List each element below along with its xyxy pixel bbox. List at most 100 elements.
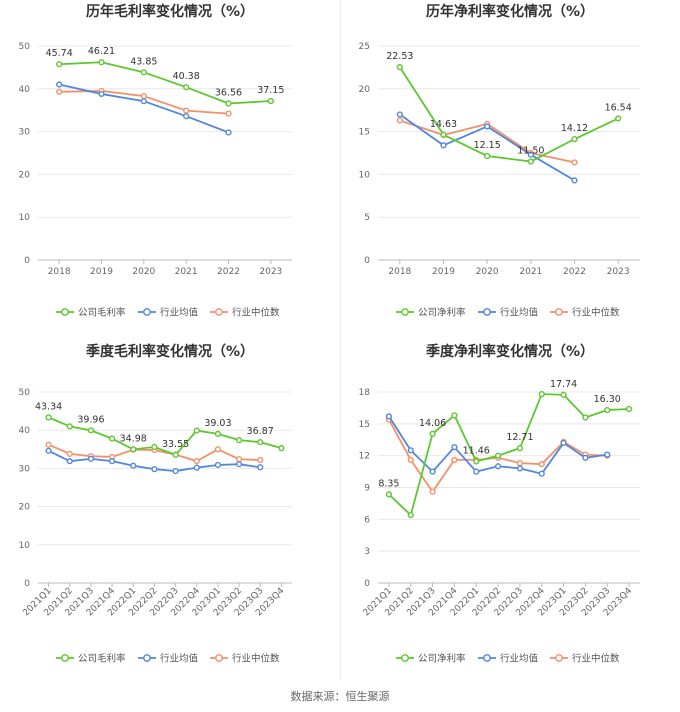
data-label: 39.03 bbox=[204, 418, 231, 429]
legend-marker-avg bbox=[143, 654, 151, 662]
legend-marker-avg bbox=[483, 308, 491, 316]
data-point-company bbox=[172, 451, 179, 458]
x-tick-label: 2020 bbox=[132, 267, 155, 277]
data-point-company bbox=[484, 152, 491, 160]
chart-title: 季度净利率变化情况（%） bbox=[425, 343, 594, 360]
data-label: 11.50 bbox=[517, 146, 544, 157]
data-point-median bbox=[66, 450, 73, 457]
data-point-company bbox=[98, 59, 105, 66]
data-point-company bbox=[451, 412, 458, 419]
legend-marker-median bbox=[555, 308, 563, 316]
y-tick-label: 30 bbox=[19, 128, 31, 138]
data-point-company bbox=[278, 445, 285, 452]
data-point-avg bbox=[56, 81, 63, 88]
data-point-company bbox=[527, 158, 534, 165]
data-point-avg bbox=[151, 466, 158, 473]
data-label: 36.87 bbox=[247, 426, 274, 437]
data-point-avg bbox=[560, 439, 567, 447]
data-source: 数据来源：恒生聚源 bbox=[290, 690, 390, 703]
data-point-avg bbox=[484, 123, 491, 130]
data-point-avg bbox=[494, 463, 502, 470]
data-label: 12.71 bbox=[506, 432, 533, 443]
data-point-company bbox=[473, 458, 480, 465]
data-label: 39.96 bbox=[77, 414, 104, 425]
y-tick-label: 30 bbox=[19, 464, 31, 474]
data-point-company bbox=[267, 97, 274, 105]
chart-annual-net-svg: 历年净利率变化情况（%） 0 5 10 15 20 25 2018 2019 2020 2021 20… bbox=[359, 3, 640, 319]
data-point-avg bbox=[385, 413, 393, 420]
y-tick-label: 15 bbox=[359, 128, 370, 138]
data-point-median bbox=[538, 461, 545, 468]
legend-label: 公司净利率 bbox=[418, 307, 466, 319]
chart-quarter-gross-svg: 季度毛利率变化情况（%）010203040502021Q12021Q22021Q… bbox=[19, 343, 292, 665]
legend-marker-company bbox=[401, 654, 409, 662]
y-tick-label: 12 bbox=[359, 452, 370, 462]
x-tick-label: 2018 bbox=[388, 267, 411, 277]
legend-label: 公司净利率 bbox=[418, 653, 466, 665]
data-point-company bbox=[604, 406, 611, 414]
x-tick-label: 2022 bbox=[563, 267, 586, 277]
data-point-company bbox=[494, 452, 502, 459]
legend-label: 行业中位数 bbox=[572, 653, 620, 665]
legend-label: 行业中位数 bbox=[232, 307, 280, 319]
y-tick-label: 6 bbox=[364, 515, 370, 525]
data-point-avg bbox=[429, 468, 436, 475]
legend-label: 行业中位数 bbox=[572, 307, 620, 319]
data-point-company bbox=[151, 443, 158, 451]
data-point-median bbox=[571, 159, 578, 166]
data-point-company bbox=[582, 414, 589, 421]
data-point-avg bbox=[98, 90, 105, 98]
data-label: 14.12 bbox=[561, 123, 588, 134]
data-point-avg bbox=[451, 444, 458, 451]
data-point-company bbox=[516, 445, 524, 452]
data-point-company bbox=[140, 69, 147, 76]
chart-annual-gross-svg: 历年毛利率变化情况（%） 0 10 20 30 40 50 2018 2019 2020 2021 2… bbox=[19, 3, 292, 319]
y-tick-label: 40 bbox=[19, 85, 31, 95]
x-tick-label: 2020 bbox=[476, 267, 499, 277]
data-point-avg bbox=[582, 454, 589, 461]
data-point-avg bbox=[235, 461, 243, 468]
x-tick-label: 2019 bbox=[432, 267, 455, 277]
panel-divider bbox=[340, 0, 341, 680]
data-point-company bbox=[560, 391, 567, 398]
y-tick-label: 50 bbox=[19, 388, 31, 398]
chart-annual-gross: 历年毛利率变化情况（%） 0 10 20 30 40 50 2018 2019 2020 2021 2… bbox=[0, 0, 340, 340]
data-label: 16.30 bbox=[594, 394, 621, 405]
data-label: 37.15 bbox=[257, 85, 284, 96]
legend-label: 行业均值 bbox=[160, 653, 199, 665]
legend-label: 行业均值 bbox=[160, 307, 199, 319]
data-point-avg bbox=[172, 467, 179, 475]
y-tick-label: 0 bbox=[364, 579, 370, 589]
y-tick-label: 20 bbox=[19, 170, 31, 180]
data-point-median bbox=[407, 456, 414, 464]
data-label: 43.34 bbox=[35, 401, 62, 412]
data-label: 14.06 bbox=[419, 418, 446, 429]
data-point-company bbox=[571, 136, 578, 143]
x-tick-label: 2023 bbox=[259, 267, 282, 277]
legend-marker-median bbox=[215, 308, 223, 316]
data-label: 40.38 bbox=[173, 71, 200, 82]
data-point-median bbox=[451, 456, 458, 464]
y-tick-label: 0 bbox=[364, 256, 370, 266]
legend-marker-avg bbox=[143, 308, 151, 316]
y-tick-label: 5 bbox=[364, 213, 370, 223]
y-tick-label: 0 bbox=[24, 256, 30, 266]
series-line-company bbox=[388, 393, 630, 517]
data-point-avg bbox=[87, 455, 95, 462]
data-point-avg bbox=[257, 464, 264, 471]
legend-label: 公司毛利率 bbox=[78, 307, 126, 319]
data-point-median bbox=[396, 117, 403, 124]
data-label: 11.46 bbox=[463, 445, 490, 456]
data-label: 16.54 bbox=[605, 102, 632, 113]
data-point-company bbox=[87, 427, 95, 434]
data-point-median bbox=[429, 488, 436, 495]
data-point-company bbox=[130, 446, 137, 453]
data-point-avg bbox=[225, 129, 232, 136]
chart-annual-net: 历年净利率变化情况（%） 0 5 10 15 20 25 2018 2019 2020 2021 20… bbox=[340, 0, 680, 340]
data-point-avg bbox=[571, 177, 578, 184]
y-tick-label: 18 bbox=[359, 388, 371, 398]
legend-label: 公司毛利率 bbox=[78, 653, 126, 665]
series-line-company bbox=[399, 66, 619, 163]
data-point-company bbox=[193, 427, 200, 434]
x-tick-label: 2021 bbox=[519, 267, 542, 277]
